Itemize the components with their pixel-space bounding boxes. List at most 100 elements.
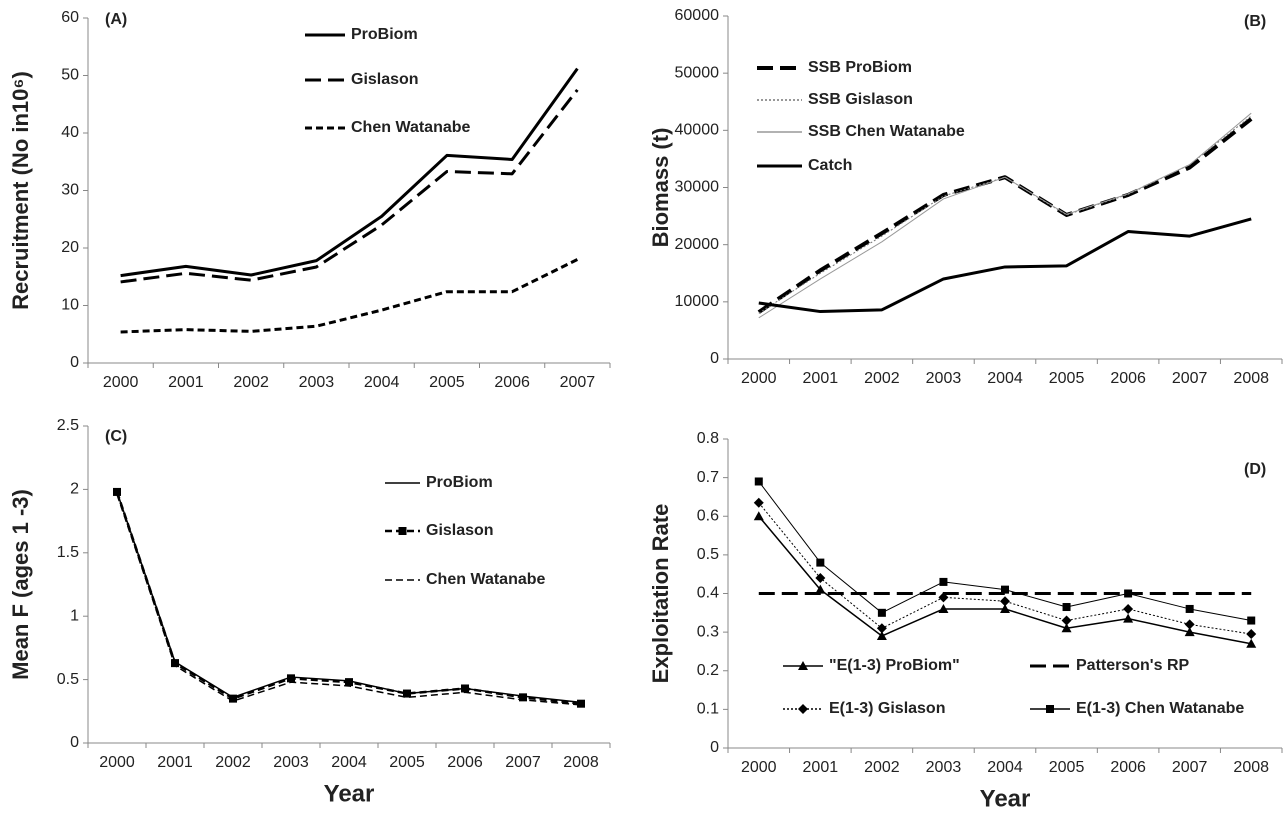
point-marker	[816, 558, 825, 567]
y-tick-label: 20000	[675, 236, 720, 253]
panel-label: (A)	[105, 11, 127, 28]
x-tick-label: 2003	[926, 370, 962, 387]
point-marker	[1185, 604, 1194, 613]
point-marker	[753, 511, 764, 521]
x-tick-label: 2002	[864, 370, 900, 387]
series-line	[758, 502, 1252, 635]
x-tick-label: 2004	[364, 374, 400, 391]
point-marker	[938, 592, 949, 603]
y-tick-label: 0.5	[57, 671, 79, 688]
y-tick-label: 2	[70, 481, 79, 498]
y-tick-label: 10	[61, 297, 79, 314]
x-tick-label: 2000	[741, 370, 777, 387]
point-marker	[577, 699, 585, 708]
x-tick-label: 2006	[1110, 759, 1146, 776]
legend-label: SSB Chen Watanabe	[808, 123, 965, 140]
x-tick-label: 2005	[1049, 370, 1085, 387]
point-marker	[1124, 589, 1133, 598]
point-marker	[461, 684, 469, 693]
y-tick-label: 0.6	[697, 507, 719, 524]
x-tick-label: 2003	[926, 759, 962, 776]
x-tick-label: 2005	[389, 754, 425, 771]
y-tick-label: 30	[61, 182, 79, 199]
legend-label: E(1-3) Chen Watanabe	[1076, 700, 1244, 717]
legend-label: ProBiom	[426, 474, 493, 491]
point-marker	[1062, 603, 1071, 612]
point-marker	[519, 693, 527, 702]
x-tick-label: 2007	[560, 374, 596, 391]
y-axis-title: Mean F (ages 1 -3)	[8, 489, 33, 680]
point-marker	[1000, 603, 1010, 613]
series-line	[758, 115, 1252, 314]
x-tick-label: 2004	[987, 759, 1023, 776]
y-tick-label: 0	[70, 354, 79, 371]
legend-label: E(1-3) Gislason	[829, 700, 945, 717]
point-marker	[287, 674, 295, 683]
legend-label: SSB ProBiom	[808, 59, 912, 76]
series-line	[116, 494, 582, 706]
y-tick-label: 10000	[675, 293, 720, 310]
x-tick-label: 2007	[505, 754, 541, 771]
point-marker	[1000, 596, 1010, 607]
x-tick-label: 2000	[741, 759, 777, 776]
legend-label: "E(1-3) ProBiom"	[829, 657, 960, 674]
point-marker	[171, 659, 179, 668]
series-line	[120, 88, 579, 284]
series-line	[120, 67, 579, 278]
y-tick-label: 0	[70, 734, 79, 751]
series-line	[116, 491, 582, 704]
x-tick-label: 2001	[157, 754, 193, 771]
point-marker	[1001, 585, 1009, 594]
x-tick-label: 2001	[168, 374, 204, 391]
x-tick-label: 2008	[1233, 759, 1269, 776]
point-marker	[753, 497, 764, 508]
x-tick-label: 2006	[494, 374, 530, 391]
point-marker	[1184, 619, 1195, 630]
series-line	[758, 217, 1252, 314]
x-tick-label: 2002	[233, 374, 269, 391]
legend-label: Catch	[808, 157, 852, 174]
x-tick-label: 2004	[987, 370, 1023, 387]
y-tick-label: 20	[61, 239, 79, 256]
legend-label: Gislason	[426, 522, 494, 539]
x-tick-label: 2002	[864, 759, 900, 776]
point-marker	[876, 623, 887, 634]
legend-marker	[398, 527, 407, 535]
panel-label: (B)	[1244, 13, 1266, 30]
x-tick-label: 2008	[1233, 370, 1269, 387]
x-tick-label: 2003	[273, 754, 309, 771]
x-tick-label: 2006	[447, 754, 483, 771]
point-marker	[1184, 627, 1195, 637]
point-marker	[1123, 603, 1134, 614]
series-line	[757, 117, 1253, 314]
x-tick-label: 2005	[1049, 759, 1085, 776]
point-marker	[229, 694, 237, 703]
x-tick-label: 2007	[1172, 759, 1208, 776]
legend-marker	[1046, 705, 1054, 713]
legend-label: Chen Watanabe	[351, 119, 471, 136]
legend-label: Chen Watanabe	[426, 571, 546, 588]
point-marker	[1061, 615, 1072, 626]
point-marker	[876, 630, 887, 640]
legend-marker	[798, 704, 808, 714]
point-marker	[939, 577, 948, 586]
point-marker	[877, 608, 886, 617]
legend-label: ProBiom	[351, 26, 418, 43]
point-marker	[113, 487, 121, 496]
y-tick-label: 0	[710, 739, 719, 756]
y-tick-label: 50	[61, 67, 79, 84]
y-tick-label: 0.5	[697, 546, 719, 563]
x-tick-label: 2005	[429, 374, 465, 391]
y-tick-label: 0.8	[697, 430, 719, 447]
x-axis-title: Year	[324, 780, 375, 807]
point-marker	[815, 573, 826, 584]
legend-label: Patterson's RP	[1076, 657, 1190, 674]
legend-label: Gislason	[351, 71, 419, 88]
y-axis-title: Recruitment (No in10⁶)	[8, 71, 33, 310]
point-marker	[345, 678, 353, 687]
x-tick-label: 2000	[103, 374, 139, 391]
x-tick-label: 2006	[1110, 370, 1146, 387]
point-marker	[938, 603, 949, 613]
point-marker	[1246, 629, 1257, 640]
y-axis-title: Biomass (t)	[648, 128, 673, 248]
